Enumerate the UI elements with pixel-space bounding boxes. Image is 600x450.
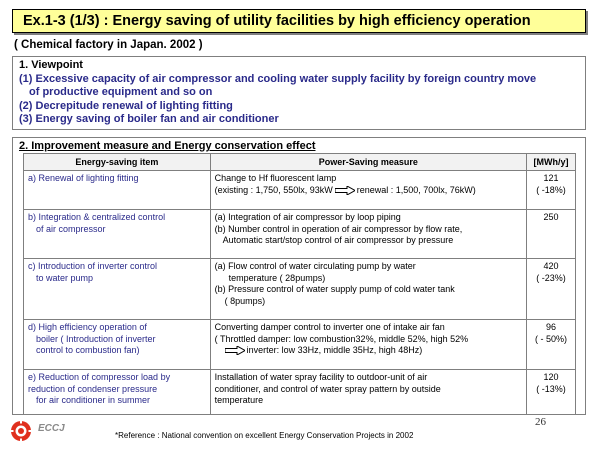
measure-cell: (a) Flow control of water circulating pu… bbox=[209, 258, 528, 320]
measure-line: ( Throttled damper: low combustion32%, m… bbox=[214, 333, 469, 344]
viewpoint-box: 1. Viewpoint (1) Excessive capacity of a… bbox=[12, 56, 586, 130]
reference-footnote: *Reference : National convention on exce… bbox=[115, 431, 414, 440]
measure-line: (b) Pressure control of water supply pum… bbox=[214, 284, 455, 294]
viewpoint-line-1-cont: of productive equipment and so on bbox=[29, 86, 213, 98]
column-header-measure: Power-Saving measure bbox=[209, 153, 528, 171]
item-line: of air compressor bbox=[36, 223, 106, 234]
eccj-logo-icon bbox=[10, 420, 32, 442]
measure-cell: Converting damper control to inverter on… bbox=[209, 319, 528, 370]
measures-table: Energy-saving item Power-Saving measure … bbox=[23, 153, 576, 415]
measure-text: inverter: low 33Hz, middle 35Hz, high 48… bbox=[246, 345, 423, 355]
viewpoint-line-3: (3) Energy saving of boiler fan and air … bbox=[19, 113, 279, 125]
value-cell: 420 ( -23%) bbox=[526, 258, 576, 320]
table-header-row: Energy-saving item Power-Saving measure … bbox=[23, 153, 576, 171]
value-number: 121 bbox=[543, 173, 559, 183]
measure-line: Automatic start/stop control of air comp… bbox=[222, 235, 454, 245]
slide-subtitle: ( Chemical factory in Japan. 2002 ) bbox=[14, 39, 203, 51]
measure-line: conditioner, and control of water spray … bbox=[214, 383, 441, 394]
value-number: 420 bbox=[543, 261, 559, 271]
value-number: 96 bbox=[545, 322, 556, 332]
measure-cell: (a) Integration of air compressor by loo… bbox=[209, 209, 528, 259]
item-line: e) Reduction of compressor load by bbox=[28, 372, 171, 382]
slide-title: Ex.1-3 (1/3) : Energy saving of utility … bbox=[12, 9, 586, 33]
value-percent: ( -18%) bbox=[536, 184, 566, 195]
measure-line: Change to Hf fluorescent lamp bbox=[214, 173, 337, 183]
measure-line: Converting damper control to inverter on… bbox=[214, 322, 445, 332]
value-cell: 120 ( -13%) bbox=[526, 369, 576, 415]
measure-line: Installation of water spray facility to … bbox=[214, 372, 428, 382]
item-line: control to combustion fan) bbox=[36, 345, 140, 355]
eccj-logo-text: ECCJ bbox=[38, 423, 65, 434]
right-arrow-icon bbox=[224, 346, 245, 356]
value-percent: ( -13%) bbox=[536, 383, 566, 394]
value-percent: ( -23%) bbox=[536, 272, 566, 283]
item-line: reduction of condenser pressure bbox=[28, 383, 158, 394]
measure-cell: Installation of water spray facility to … bbox=[209, 369, 528, 415]
measure-cell: Change to Hf fluorescent lamp (existing … bbox=[209, 170, 528, 210]
measure-line: (a) Flow control of water circulating pu… bbox=[214, 261, 416, 271]
right-arrow-icon bbox=[334, 185, 355, 195]
item-cell: a) Renewal of lighting fitting bbox=[23, 170, 211, 210]
measure-line: (a) Integration of air compressor by loo… bbox=[214, 212, 401, 222]
table-row: a) Renewal of lighting fitting Change to… bbox=[23, 170, 576, 210]
column-header-value: [MWh/y] bbox=[526, 153, 576, 171]
table-row: d) High efficiency operation of boiler (… bbox=[23, 319, 576, 370]
measure-text: renewal : 1,500, 700lx, 76kW) bbox=[356, 184, 476, 195]
measure-line: (b) Number control in operation of air c… bbox=[214, 223, 463, 234]
page-number: 26 bbox=[535, 416, 546, 428]
item-line: for air conditioner in summer bbox=[36, 395, 151, 405]
table-row: e) Reduction of compressor load by reduc… bbox=[23, 369, 576, 415]
improvement-heading: 2. Improvement measure and Energy conser… bbox=[19, 140, 316, 152]
measure-line: (existing : 1,750, 550lx, 93kW renewal : … bbox=[215, 185, 522, 197]
viewpoint-line-2: (2) Decrepitude renewal of lighting fitt… bbox=[19, 99, 233, 112]
item-line: boiler ( Introduction of inverter bbox=[36, 333, 156, 344]
value-cell: 121 ( -18%) bbox=[526, 170, 576, 210]
item-line: a) Renewal of lighting fitting bbox=[28, 173, 139, 183]
item-cell: b) Integration & centralized control of … bbox=[23, 209, 211, 259]
item-line: to water pump bbox=[36, 272, 94, 283]
column-header-item: Energy-saving item bbox=[23, 153, 211, 171]
table-row: b) Integration & centralized control of … bbox=[23, 209, 576, 259]
table-row: c) Introduction of inverter control to w… bbox=[23, 258, 576, 320]
item-line: b) Integration & centralized control bbox=[28, 212, 166, 222]
item-cell: d) High efficiency operation of boiler (… bbox=[23, 319, 211, 370]
value-cell: 250 bbox=[526, 209, 576, 259]
viewpoint-line-1: (1) Excessive capacity of air compressor… bbox=[19, 72, 537, 85]
item-cell: e) Reduction of compressor load by reduc… bbox=[23, 369, 211, 415]
value-cell: 96 ( - 50%) bbox=[526, 319, 576, 370]
measure-line: temperature ( 28pumps) bbox=[228, 272, 326, 283]
improvement-box: 2. Improvement measure and Energy conser… bbox=[12, 137, 586, 415]
measure-line: inverter: low 33Hz, middle 35Hz, high 48… bbox=[215, 345, 522, 357]
value-number: 120 bbox=[543, 372, 559, 382]
measure-text: (existing : 1,750, 550lx, 93kW bbox=[214, 184, 333, 195]
measure-line: ( 8pumps) bbox=[224, 295, 266, 306]
viewpoint-heading: 1. Viewpoint bbox=[19, 59, 83, 71]
item-line: d) High efficiency operation of bbox=[28, 322, 147, 332]
value-number: 250 bbox=[543, 212, 559, 222]
item-cell: c) Introduction of inverter control to w… bbox=[23, 258, 211, 320]
value-percent: ( - 50%) bbox=[534, 333, 567, 344]
item-line: c) Introduction of inverter control bbox=[28, 261, 158, 271]
measure-line: temperature bbox=[214, 395, 264, 405]
